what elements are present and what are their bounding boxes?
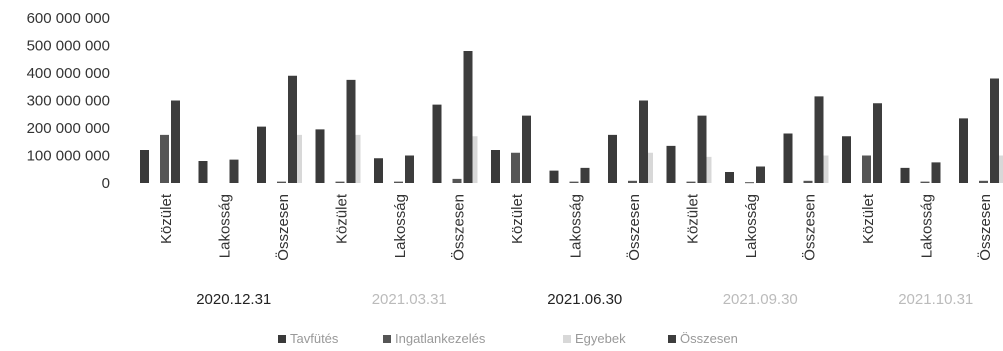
bar-tavfütés — [900, 167, 910, 183]
bar-ingatlankezelés — [920, 181, 930, 183]
y-tick-label: 300 000 000 — [27, 93, 110, 110]
bar-egyebek — [702, 156, 712, 183]
bar-ingatlankezelés — [160, 134, 169, 183]
bar-összesen — [873, 103, 882, 183]
bar-összesen — [639, 100, 648, 183]
y-axis: 600 000 000 500 000 000 400 000 000 300 000… — [27, 10, 110, 192]
category-label: Összesen — [274, 194, 292, 261]
group-label: 2021.03.31 — [372, 291, 447, 308]
bar-tavfütés — [608, 134, 617, 183]
bar-tavfütés — [666, 145, 676, 183]
category-label: Összesen — [801, 194, 819, 261]
bar-tavfütés — [783, 133, 793, 183]
bar-tavfütés — [315, 129, 325, 183]
legend-swatch — [383, 335, 391, 343]
bar-ingatlankezelés — [686, 181, 696, 183]
category-label: Lakosság — [743, 194, 760, 258]
bar-összesen — [346, 79, 356, 183]
y-tick-label: 100 000 000 — [27, 148, 110, 165]
bar-összesen — [580, 167, 590, 183]
bar-tavfütés — [491, 150, 500, 183]
bar-tavfütés — [959, 118, 968, 183]
legend-label: Tavfütés — [290, 331, 339, 346]
bar-összesen — [931, 162, 941, 183]
category-label: Közület — [509, 193, 526, 244]
bar-egyebek — [351, 134, 361, 183]
y-tick-label: 0 — [102, 175, 110, 192]
group-labels: 2020.12.31 2021.03.31 2021.06.30 2021.09.30… — [196, 291, 973, 308]
legend-swatch — [668, 335, 676, 343]
bar-összesen — [229, 159, 239, 183]
category-label: Összesen — [625, 194, 643, 261]
bar-egyebek — [819, 155, 829, 183]
category-label: Összesen — [450, 194, 468, 261]
legend-swatch — [563, 335, 571, 343]
bar-összesen — [463, 51, 473, 183]
bar-összesen — [288, 75, 297, 183]
legend: Tavfütés Ingatlankezelés Egyebek Összesen — [278, 331, 738, 346]
bar-egyebek — [468, 136, 478, 183]
bar-ingatlankezelés — [335, 181, 345, 183]
bar-tavfütés — [374, 158, 383, 183]
bar-egyebek — [293, 134, 302, 183]
bar-ingatlankezelés — [745, 182, 754, 184]
category-label: Közület — [158, 193, 175, 244]
bar-tavfütés — [549, 170, 559, 183]
bar-ingatlankezelés — [569, 181, 579, 183]
bar-egyebek — [644, 152, 653, 183]
category-label: Lakosság — [568, 194, 585, 258]
bar-tavfütés — [725, 172, 734, 183]
legend-swatch — [278, 335, 286, 343]
bar-ingatlankezelés — [862, 155, 871, 183]
bar-ingatlankezelés — [277, 181, 286, 183]
y-tick-label: 400 000 000 — [27, 65, 110, 82]
bar-összesen — [405, 155, 414, 183]
bar-ingatlankezelés — [628, 180, 637, 183]
bar-ingatlankezelés — [979, 180, 988, 183]
bar-összesen — [756, 166, 765, 183]
category-labels: Közület Lakosság Összesen Közület Lakosság Ös… — [158, 193, 994, 261]
bar-összesen — [171, 100, 180, 183]
bar-tavfütés — [140, 150, 149, 183]
group-label: 2021.10.31 — [898, 291, 973, 308]
bar-series — [140, 51, 1003, 184]
bar-tavfütés — [842, 136, 851, 183]
legend-label: Ingatlankezelés — [395, 331, 486, 346]
group-label: 2021.09.30 — [723, 291, 798, 308]
bar-ingatlankezelés — [511, 152, 520, 183]
category-label: Közület — [334, 193, 351, 244]
category-label: Lakosság — [392, 194, 409, 258]
bar-ingatlankezelés — [394, 181, 403, 183]
category-label: Lakosság — [217, 194, 234, 258]
bar-összesen — [697, 115, 707, 183]
group-label: 2020.12.31 — [196, 291, 271, 308]
y-tick-label: 600 000 000 — [27, 10, 110, 27]
category-label: Összesen — [976, 194, 994, 261]
bar-összesen — [990, 78, 999, 183]
bar-tavfütés — [432, 104, 442, 183]
bar-ingatlankezelés — [452, 178, 462, 183]
category-label: Közület — [685, 193, 702, 244]
bar-tavfütés — [257, 126, 266, 183]
group-label: 2021.06.30 — [547, 291, 622, 308]
category-label: Közület — [860, 193, 877, 244]
y-tick-label: 500 000 000 — [27, 38, 110, 55]
bar-összesen — [814, 96, 824, 183]
bar-ingatlankezelés — [803, 180, 813, 183]
y-tick-label: 200 000 000 — [27, 120, 110, 137]
bar-tavfütés — [198, 161, 208, 183]
category-label: Lakosság — [919, 194, 936, 258]
legend-label: Összesen — [680, 331, 738, 346]
bar-összesen — [522, 115, 531, 183]
legend-label: Egyebek — [575, 331, 626, 346]
